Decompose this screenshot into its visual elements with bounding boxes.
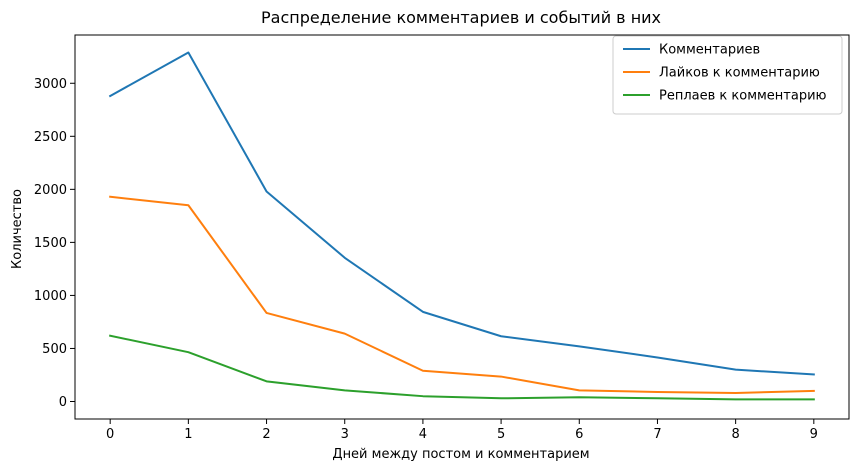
x-tick-label: 4: [419, 427, 427, 442]
x-tick-label: 3: [341, 427, 349, 442]
x-tick-label: 8: [731, 427, 739, 442]
y-tick-label: 500: [42, 342, 67, 357]
x-tick-label: 9: [810, 427, 818, 442]
y-axis-label: Количество: [10, 189, 25, 269]
x-tick-label: 2: [262, 427, 270, 442]
legend-box: [612, 35, 843, 115]
axes-frame: [74, 34, 850, 420]
x-axis-label: Дней между постом и комментарием: [332, 447, 589, 462]
y-tick-label: 3000: [34, 77, 67, 92]
legend: Комментариев Лайков к комментарию Реплаев …: [612, 35, 843, 115]
chart-title: Распределение комментариев и событий в н…: [261, 8, 661, 27]
x-tick-label: 5: [497, 427, 505, 442]
y-tick-label: 0: [59, 395, 67, 410]
x-tick-label: 0: [106, 427, 114, 442]
x-tick-label: 6: [575, 427, 583, 442]
legend-entry-2: Лайков к комментарию: [659, 66, 820, 81]
series-line-2: [109, 195, 815, 395]
legend-entry-1: Комментариев: [659, 43, 760, 58]
plot-area: 0 1 2 3 4 5 6 7 8 9 0 500 1000 1500 2000 2500 3000: [34, 34, 850, 442]
x-tick-label: 7: [653, 427, 661, 442]
series-line-1: [108, 51, 815, 376]
x-tick-label: 1: [184, 427, 192, 442]
legend-entry-3: Реплаев к комментарию: [659, 89, 827, 104]
y-tick-label: 1500: [34, 236, 67, 251]
y-tick-label: 2000: [34, 183, 67, 198]
y-tick-label: 1000: [34, 289, 67, 304]
y-tick-label: 2500: [34, 130, 67, 145]
series-line-3: [108, 334, 815, 401]
